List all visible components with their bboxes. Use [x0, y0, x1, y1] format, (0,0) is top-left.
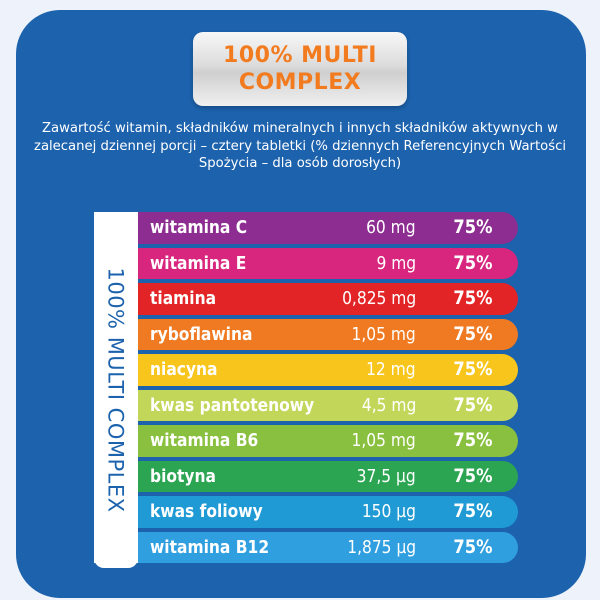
- badge-line-2: COMPLEX: [238, 70, 362, 95]
- nutrient-amount: 9 mg: [376, 252, 416, 274]
- nutrient-row-bar: [94, 212, 518, 244]
- nutrient-row: tiamina 0,825 mg 75%: [94, 283, 518, 315]
- nutrient-row-bar: [94, 496, 518, 528]
- description-text: Zawartość witamin, składników mineralnyc…: [34, 121, 566, 171]
- nutrient-amount: 60 mg: [366, 217, 416, 238]
- nutrient-row-bar: [94, 425, 518, 457]
- nutrient-name: kwas pantotenowy: [150, 394, 315, 416]
- nutrient-amount: 12 mg: [366, 359, 416, 380]
- nutrient-row: witamina E 9 mg 75%: [94, 247, 518, 279]
- vertical-label-panel: [94, 212, 138, 568]
- nutrient-row: kwas foliowy 150 µg 75%: [94, 496, 518, 528]
- nutrient-amount: 1,05 mg: [351, 430, 416, 451]
- nutrient-percent: 75%: [452, 535, 492, 558]
- nutrient-row-bar: [94, 354, 518, 386]
- nutrient-name: niacyna: [150, 359, 218, 380]
- nutrient-amount: 37,5 µg: [356, 465, 416, 487]
- nutrient-row: niacyna 12 mg 75%: [94, 354, 518, 386]
- nutrient-amount: 1,05 mg: [351, 323, 416, 345]
- nutrient-row: biotyna 37,5 µg 75%: [94, 460, 518, 492]
- nutrient-percent: 75%: [452, 216, 492, 238]
- nutrient-percent: 75%: [452, 500, 492, 522]
- nutrient-name: witamina E: [150, 252, 247, 274]
- nutrient-row-bar: [94, 318, 518, 350]
- nutrient-row: witamina B6 1,05 mg 75%: [94, 425, 518, 457]
- product-badge: 100% MULTI COMPLEX: [193, 32, 407, 106]
- nutrient-name: witamina B6: [150, 430, 259, 451]
- nutrient-percent: 75%: [452, 358, 492, 380]
- nutrient-name: tiamina: [150, 288, 217, 309]
- nutrient-row: witamina B12 1,875 µg 75%: [94, 531, 518, 563]
- nutrient-name: biotyna: [150, 465, 216, 487]
- nutrient-name: kwas foliowy: [150, 501, 263, 522]
- nutrient-row: witamina C 60 mg 75%: [94, 212, 518, 244]
- vertical-label-text: 100% MULTI COMPLEX: [104, 267, 129, 513]
- nutrient-row-bar: [94, 460, 518, 492]
- nutrient-row-bar: [94, 389, 518, 421]
- nutrient-name: ryboflawina: [150, 323, 253, 345]
- nutrient-amount: 4,5 mg: [361, 394, 416, 416]
- nutrient-percent: 75%: [452, 393, 492, 416]
- nutrient-name: witamina B12: [150, 536, 270, 558]
- nutrient-row: kwas pantotenowy 4,5 mg 75%: [94, 389, 518, 421]
- badge-line-1: 100% MULTI: [223, 43, 377, 68]
- nutrient-row-bar: [94, 247, 518, 279]
- nutrient-row-bar: [94, 283, 518, 315]
- nutrient-percent: 75%: [452, 251, 492, 274]
- vertical-label: 100% MULTI COMPLEX: [95, 212, 137, 568]
- nutrient-percent: 75%: [452, 322, 492, 345]
- nutrient-amount: 1,875 µg: [347, 536, 416, 558]
- nutrient-name: witamina C: [150, 217, 248, 238]
- nutrient-percent: 75%: [452, 464, 492, 487]
- nutrient-row: ryboflawina 1,05 mg 75%: [94, 318, 518, 350]
- nutrient-percent: 75%: [452, 287, 492, 309]
- nutrient-amount: 150 µg: [361, 501, 416, 522]
- nutrient-row-bar: [94, 531, 518, 563]
- nutrient-percent: 75%: [452, 429, 492, 451]
- nutrient-amount: 0,825 mg: [341, 288, 416, 309]
